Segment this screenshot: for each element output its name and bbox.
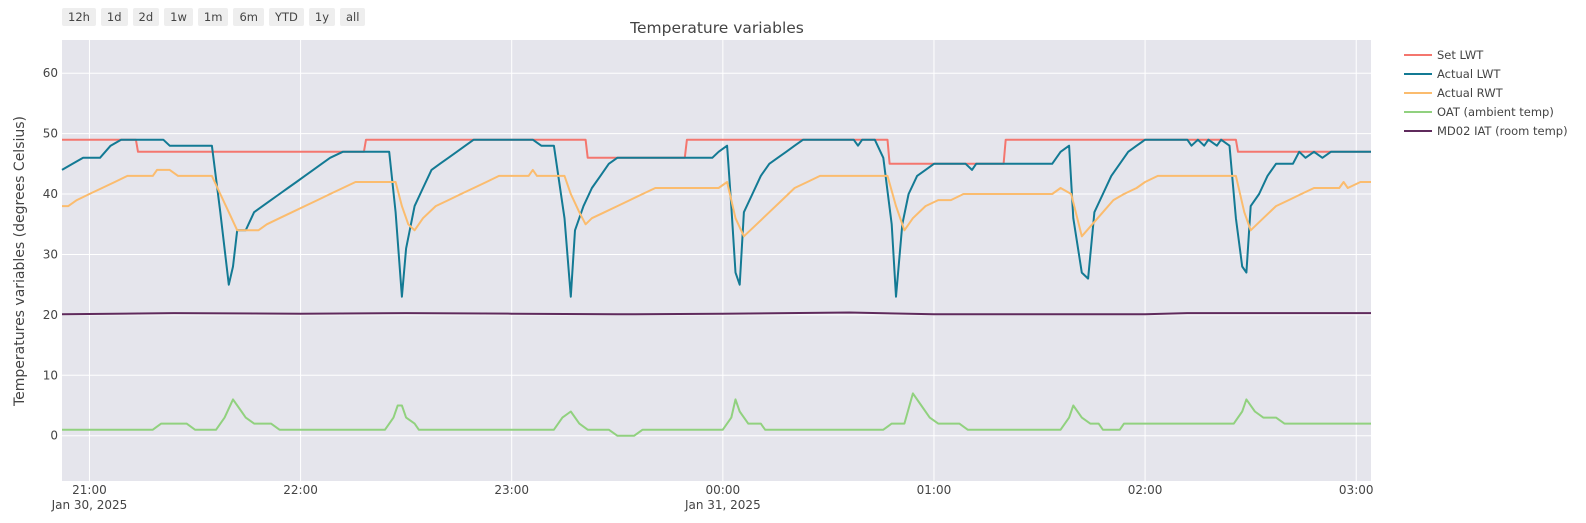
series-line-actual-rwt[interactable]: [62, 168, 1371, 238]
y-tick-label: 50: [43, 127, 58, 141]
grid-lines: [62, 40, 1371, 481]
chart-title: Temperature variables: [629, 19, 804, 37]
range-button-1w[interactable]: 1w: [164, 8, 193, 26]
x-tick-date: Jan 31, 2025: [684, 498, 761, 512]
range-button-2d[interactable]: 2d: [132, 8, 160, 26]
y-tick-label: 20: [43, 308, 58, 322]
x-tick-label: 03:00: [1339, 483, 1374, 497]
range-selector: 12h 1d 2d 1w 1m 6m YTD 1y all: [62, 8, 366, 26]
y-tick-label: 60: [43, 66, 58, 80]
range-button-12h[interactable]: 12h: [62, 8, 96, 26]
legend: Set LWT Actual LWT Actual RWT OAT (ambient …: [1404, 48, 1568, 138]
series-line-actual-lwt[interactable]: [61, 138, 1371, 298]
y-tick-label: 10: [43, 368, 58, 382]
series-lines: [61, 138, 1371, 437]
legend-item[interactable]: MD02 IAT (room temp): [1404, 124, 1568, 138]
series-line-oat-ambient-temp[interactable]: [62, 392, 1371, 437]
range-button-1m[interactable]: 1m: [197, 8, 229, 26]
x-tick-label: 23:00: [494, 483, 529, 497]
x-tick-label: 02:00: [1128, 483, 1163, 497]
legend-label: Set LWT: [1437, 48, 1484, 62]
legend-item[interactable]: Set LWT: [1404, 48, 1484, 62]
range-button-1d[interactable]: 1d: [100, 8, 128, 26]
legend-item[interactable]: OAT (ambient temp): [1404, 105, 1554, 119]
x-tick-label: 22:00: [283, 483, 318, 497]
x-tick-label: 01:00: [917, 483, 952, 497]
y-tick-label: 0: [50, 429, 58, 443]
series-line-set-lwt[interactable]: [62, 138, 1371, 165]
plot-area[interactable]: [62, 40, 1371, 481]
range-button-1y[interactable]: 1y: [308, 8, 335, 26]
range-button-6m[interactable]: 6m: [233, 8, 264, 26]
y-tick-label: 40: [43, 187, 58, 201]
y-axis-ticks: 0 10 20 30 40 50 60: [43, 66, 58, 442]
x-tick-label: 00:00: [706, 483, 741, 497]
x-tick-label: 21:00: [72, 483, 107, 497]
series-line-md02-iat-room-temp[interactable]: [61, 311, 1371, 316]
legend-label: Actual LWT: [1437, 67, 1501, 81]
legend-label: MD02 IAT (room temp): [1437, 124, 1568, 138]
legend-item[interactable]: Actual RWT: [1404, 86, 1504, 100]
y-tick-label: 30: [43, 247, 58, 261]
legend-item[interactable]: Actual LWT: [1404, 67, 1501, 81]
range-button-ytd[interactable]: YTD: [268, 8, 304, 26]
legend-label: OAT (ambient temp): [1437, 105, 1554, 119]
x-tick-date: Jan 30, 2025: [51, 498, 128, 512]
range-button-all[interactable]: all: [340, 8, 366, 26]
legend-label: Actual RWT: [1437, 86, 1504, 100]
y-axis-label: Temperatures variables (degrees Celsius): [12, 116, 28, 407]
